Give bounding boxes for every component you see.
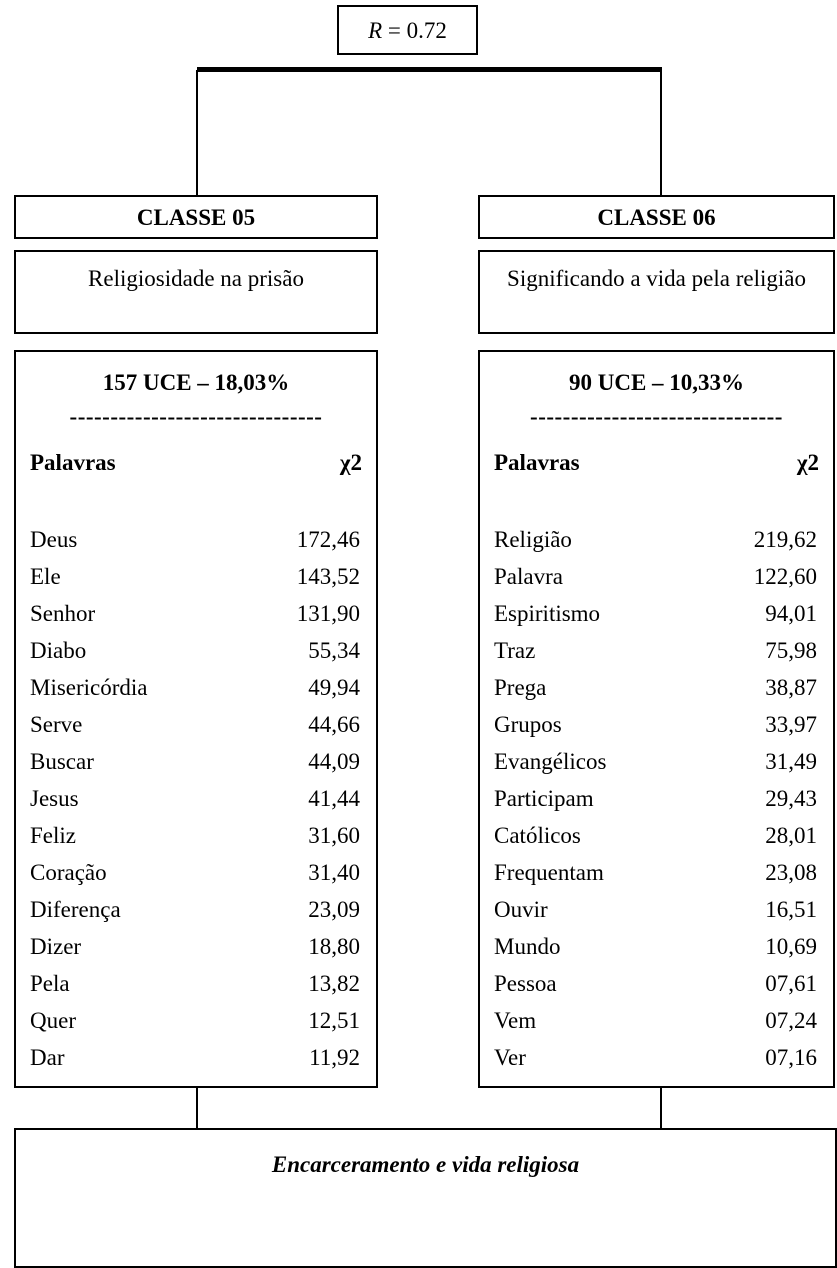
chi-square: 07,61: [765, 971, 817, 996]
chi-square: 10,69: [765, 934, 817, 959]
chi-square: 44,66: [308, 712, 360, 737]
chi-square: 16,51: [765, 897, 817, 922]
footer-title: Encarceramento e vida religiosa: [271, 1152, 580, 1177]
class-uce: 157 UCE – 18,03%: [102, 370, 290, 395]
chi-square: 31,49: [765, 749, 817, 774]
chi-square: 31,40: [308, 860, 360, 885]
word: Ele: [30, 564, 61, 589]
word: Deus: [30, 527, 78, 552]
word: Pessoa: [494, 971, 557, 996]
class-description-box: Significando a vida pela religião: [478, 250, 835, 334]
class-description-box: Religiosidade na prisão: [14, 250, 378, 334]
word: Ver: [494, 1045, 526, 1070]
chi-square: 41,44: [308, 786, 360, 811]
chi-square: 55,34: [308, 638, 360, 663]
word: Espiritismo: [494, 601, 601, 626]
chi-square: 143,52: [296, 564, 360, 589]
word: Senhor: [30, 601, 96, 626]
class-uce: 90 UCE – 10,33%: [568, 370, 745, 395]
chi-square: 94,01: [765, 601, 817, 626]
word: Feliz: [30, 823, 76, 848]
chi-square: 122,60: [753, 564, 817, 589]
branch-bar: [197, 67, 662, 72]
word: Palavra: [494, 564, 563, 589]
chi-square: 44,09: [308, 749, 360, 774]
word: Participam: [494, 786, 594, 811]
word: Diabo: [30, 638, 87, 663]
connector-right: [660, 1088, 662, 1130]
class-title: CLASSE 05: [136, 205, 256, 230]
root-box: R = 0.72: [337, 5, 478, 55]
word: Quer: [30, 1008, 76, 1033]
root-variable: R: [368, 18, 383, 43]
word: Grupos: [494, 712, 562, 737]
class-title-box: CLASSE 06: [478, 195, 835, 239]
class-title-box: CLASSE 05: [14, 195, 378, 239]
word: Diferença: [30, 897, 121, 922]
chi-square: 07,16: [765, 1045, 817, 1070]
word: Vem: [494, 1008, 537, 1033]
chi-square: 07,24: [765, 1008, 817, 1033]
chi-square: 131,90: [296, 601, 360, 626]
class-description: Significando a vida pela religião: [507, 266, 806, 291]
word: Religião: [494, 527, 572, 552]
word: Dizer: [30, 934, 82, 959]
chi-square: 31,60: [308, 823, 360, 848]
word: Pela: [30, 971, 70, 996]
word: Jesus: [30, 786, 79, 811]
word: Serve: [30, 712, 83, 737]
word: Mundo: [494, 934, 561, 959]
chi-square: 172,46: [296, 527, 360, 552]
word: Frequentam: [494, 860, 604, 885]
branch-left: [196, 70, 198, 196]
header-word: Palavras: [494, 450, 580, 475]
chi-square: 13,82: [308, 971, 360, 996]
chi-square: 23,09: [308, 897, 360, 922]
word: Evangélicos: [494, 749, 607, 774]
class-description: Religiosidade na prisão: [88, 266, 304, 291]
word: Traz: [494, 638, 536, 663]
word: Prega: [494, 675, 547, 700]
word: Dar: [30, 1045, 65, 1070]
chi-square: 29,43: [765, 786, 817, 811]
connector-left: [196, 1088, 198, 1130]
class-title: CLASSE 06: [597, 205, 716, 230]
word: Buscar: [30, 749, 94, 774]
root-value: = 0.72: [387, 18, 447, 43]
chi-square: 18,80: [308, 934, 360, 959]
class-words-box: 90 UCE – 10,33% -------------------------…: [478, 350, 835, 1088]
chi-square: 28,01: [765, 823, 817, 848]
header-word: Palavras: [30, 450, 116, 475]
header-score: χ2: [339, 450, 362, 475]
word: Coração: [30, 860, 107, 885]
word: Católicos: [494, 823, 581, 848]
class-separator: -------------------------------: [69, 404, 323, 429]
chi-square: 33,97: [765, 712, 817, 737]
header-score: χ2: [796, 450, 819, 475]
chi-square: 11,92: [309, 1045, 360, 1070]
chi-square: 12,51: [308, 1008, 360, 1033]
class-separator: -------------------------------: [530, 404, 783, 429]
chi-square: 219,62: [753, 527, 817, 552]
word: Misericórdia: [30, 675, 148, 700]
root-label: R = 0.72: [339, 18, 476, 44]
chi-square: 49,94: [308, 675, 360, 700]
chi-square: 38,87: [765, 675, 817, 700]
chi-square: 23,08: [765, 860, 817, 885]
class-words-box: 157 UCE – 18,03% ------------------------…: [14, 350, 378, 1088]
word: Ouvir: [494, 897, 548, 922]
branch-right: [660, 70, 662, 196]
chi-square: 75,98: [765, 638, 817, 663]
footer-box: Encarceramento e vida religiosa: [14, 1128, 837, 1268]
